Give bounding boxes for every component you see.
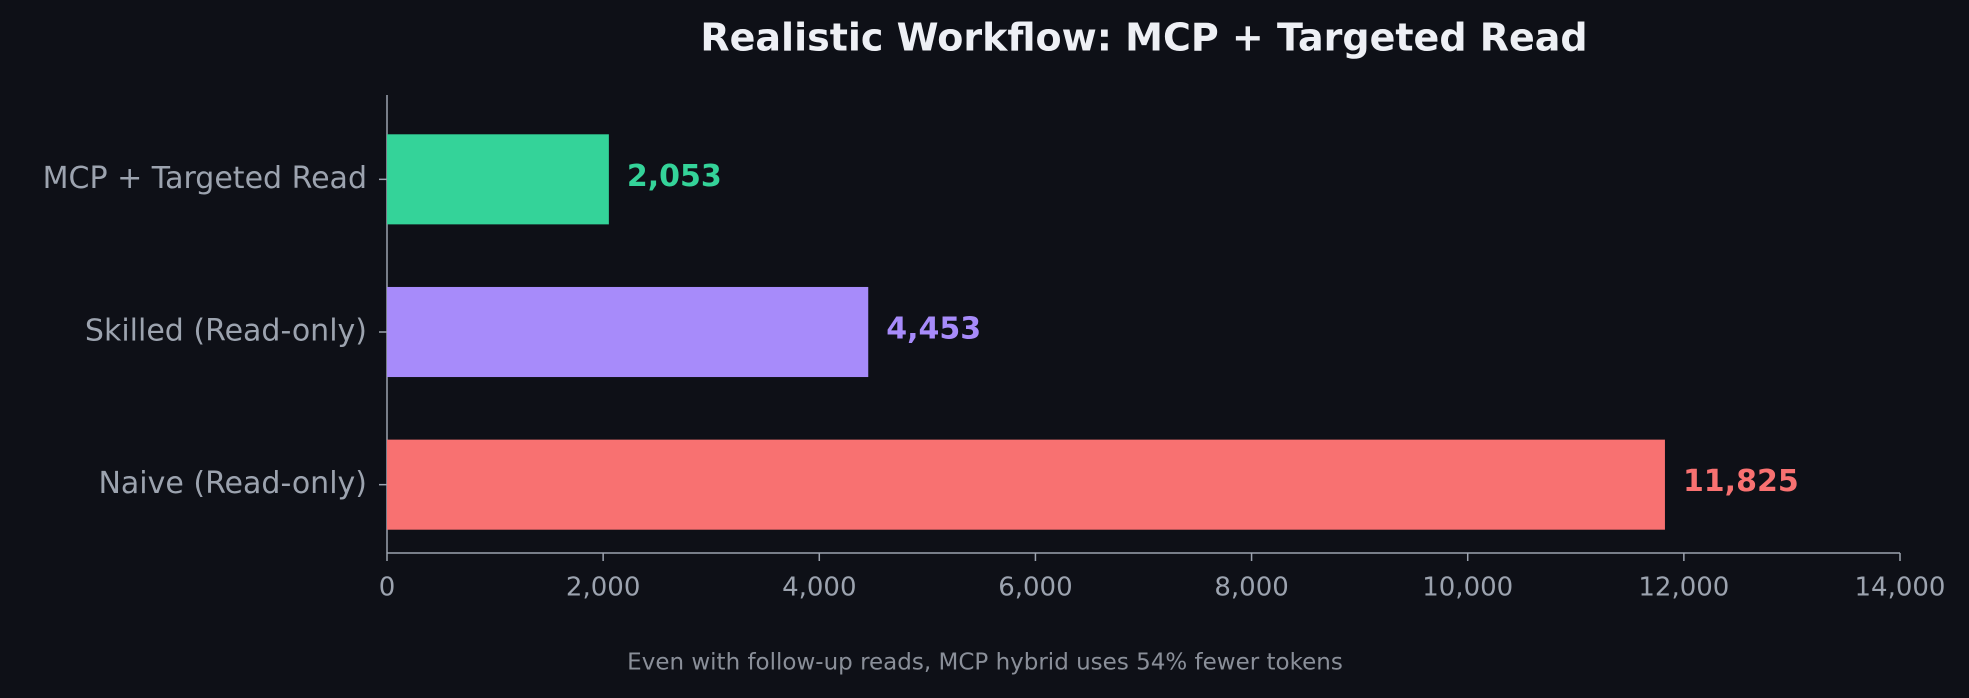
x-tick-label: 4,000 — [782, 573, 856, 603]
bar — [387, 286, 869, 378]
bar — [387, 439, 1665, 530]
value-label: 4,453 — [886, 312, 981, 347]
value-label: 11,825 — [1683, 464, 1799, 499]
x-tick-label: 0 — [379, 573, 396, 603]
x-tick-label: 12,000 — [1638, 573, 1729, 603]
y-tick-label: Skilled (Read-only) — [85, 314, 367, 349]
y-tick-label: Naive (Read-only) — [98, 466, 367, 501]
value-label: 2,053 — [627, 159, 722, 194]
bar — [387, 134, 609, 225]
annotation: Even with follow-up reads, MCP hybrid us… — [627, 650, 1343, 676]
x-tick-label: 8,000 — [1214, 573, 1288, 603]
chart-title: Realistic Workflow: MCP + Targeted Read — [700, 16, 1587, 60]
y-tick-label: MCP + Targeted Read — [43, 161, 367, 196]
x-tick-label: 2,000 — [566, 573, 640, 603]
x-tick-label: 10,000 — [1422, 573, 1513, 603]
x-tick-label: 6,000 — [998, 573, 1072, 603]
x-tick-label: 14,000 — [1855, 573, 1946, 603]
